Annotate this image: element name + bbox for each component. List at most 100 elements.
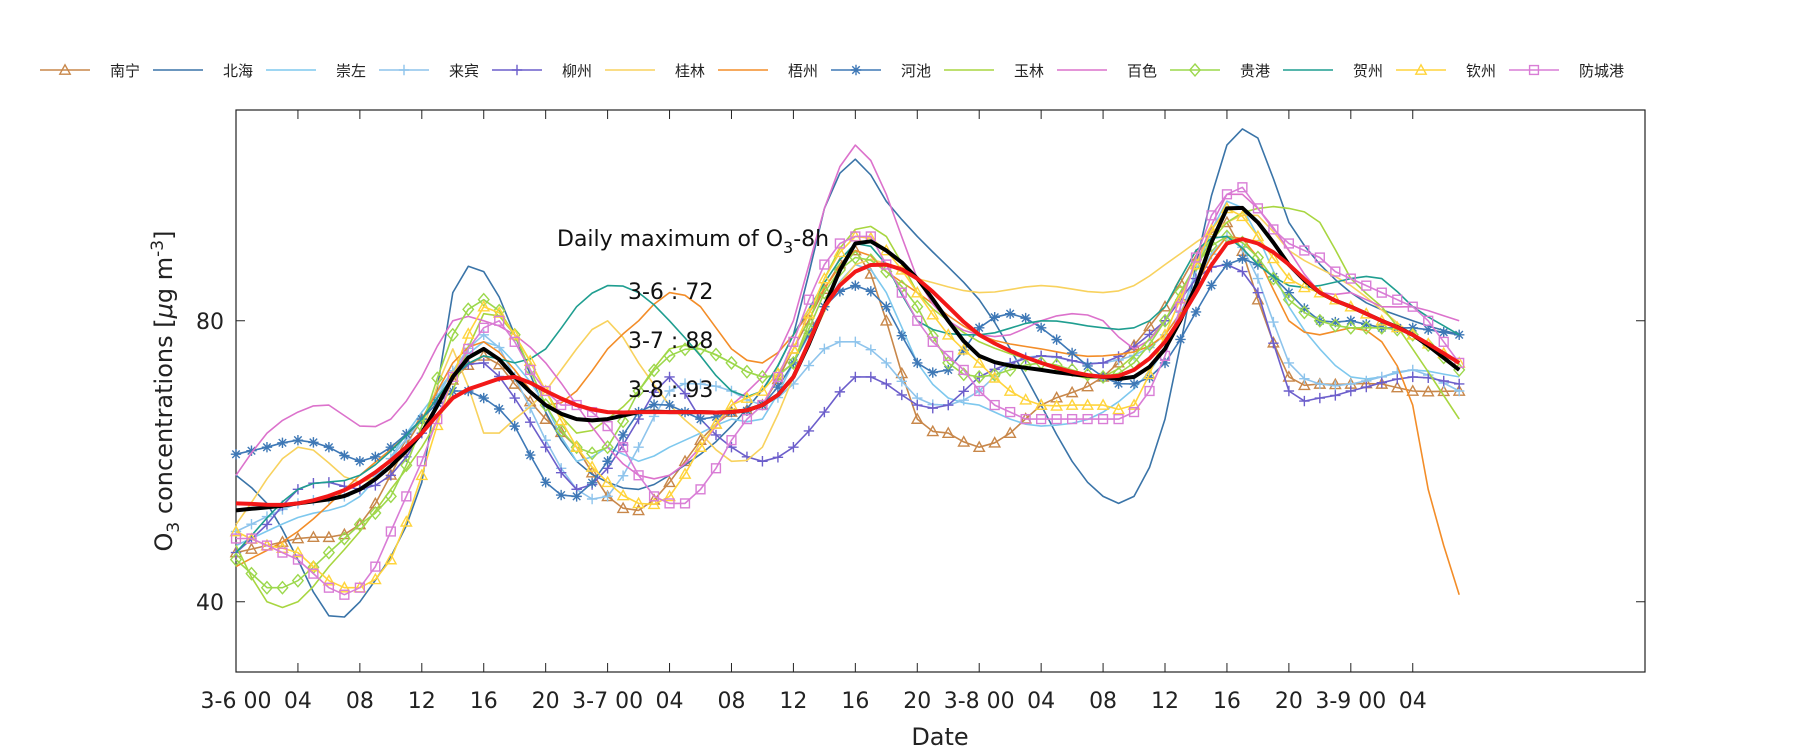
data-point xyxy=(1003,384,1017,396)
data-point xyxy=(834,238,845,249)
x-tick-label: 12 xyxy=(1151,689,1179,714)
data-point xyxy=(1237,182,1248,193)
data-point xyxy=(353,517,367,530)
data-point xyxy=(261,442,273,453)
data-point xyxy=(1019,358,1032,373)
data-point xyxy=(973,369,986,384)
data-point xyxy=(401,491,412,502)
data-point xyxy=(1237,242,1248,253)
data-point xyxy=(508,328,522,340)
data-point xyxy=(678,342,692,357)
data-point xyxy=(972,440,986,453)
data-point xyxy=(819,343,830,355)
data-point xyxy=(415,468,429,481)
data-point xyxy=(1345,273,1356,284)
data-point xyxy=(524,449,536,461)
series-line xyxy=(235,235,1460,554)
data-point xyxy=(616,501,630,514)
data-point xyxy=(726,435,737,446)
data-point xyxy=(694,433,707,446)
series-line xyxy=(235,237,1461,507)
data-point xyxy=(494,315,505,326)
data-point xyxy=(322,574,336,586)
data-point xyxy=(602,421,613,432)
legend-item: 柳州 xyxy=(492,62,592,80)
data-point xyxy=(1361,280,1372,291)
data-point xyxy=(756,369,769,384)
data-point xyxy=(322,545,336,560)
data-point xyxy=(524,402,536,414)
data-point xyxy=(709,347,723,362)
data-point xyxy=(354,456,366,467)
data-point xyxy=(1298,305,1311,320)
data-point xyxy=(1361,319,1372,330)
data-point xyxy=(1376,287,1387,298)
y-tick-label: 40 xyxy=(196,591,224,616)
data-point xyxy=(555,467,567,478)
data-point xyxy=(261,519,273,530)
anno-title-end: -8h xyxy=(793,227,829,252)
annotation-title: Daily maximum of O3-8h xyxy=(557,227,829,257)
data-point xyxy=(865,344,877,355)
data-point xyxy=(370,451,381,463)
data-point xyxy=(524,416,536,428)
data-point xyxy=(1329,318,1342,333)
data-point xyxy=(958,386,969,397)
data-point xyxy=(881,357,892,369)
legend-label: 来宾 xyxy=(449,62,479,80)
data-point xyxy=(849,250,862,265)
data-point xyxy=(1314,252,1325,263)
data-point xyxy=(1112,402,1125,415)
data-point xyxy=(339,589,350,600)
data-point xyxy=(788,442,799,453)
data-point xyxy=(957,367,970,382)
data-point xyxy=(896,287,907,298)
data-point xyxy=(1406,384,1420,396)
data-point xyxy=(385,470,397,481)
data-point xyxy=(632,503,645,516)
data-point xyxy=(339,450,350,461)
data-point xyxy=(246,445,257,456)
data-point xyxy=(740,364,754,379)
data-point xyxy=(957,343,971,355)
x-tick-label: 12 xyxy=(779,689,807,714)
data-point xyxy=(1005,406,1016,418)
data-point xyxy=(926,424,940,437)
data-point xyxy=(958,364,969,376)
data-point xyxy=(912,315,923,326)
data-point xyxy=(477,292,490,307)
data-point xyxy=(1237,253,1248,264)
data-point xyxy=(277,547,288,558)
data-point xyxy=(803,425,815,437)
data-point xyxy=(416,456,427,467)
data-point xyxy=(1423,315,1434,326)
data-point xyxy=(1206,280,1217,291)
data-point xyxy=(663,475,676,488)
data-point xyxy=(1297,378,1311,391)
data-point xyxy=(911,299,924,314)
x-tick-label: 04 xyxy=(1027,689,1055,714)
data-point xyxy=(664,498,675,509)
data-point xyxy=(1345,385,1357,397)
data-point xyxy=(322,530,336,543)
data-point xyxy=(1282,292,1296,307)
data-point xyxy=(525,364,536,376)
data-point xyxy=(1392,373,1403,385)
legend-marker xyxy=(1188,62,1202,78)
data-point xyxy=(989,312,1000,323)
data-point xyxy=(1175,334,1186,345)
data-point xyxy=(1454,357,1465,369)
data-point xyxy=(540,477,551,488)
data-point xyxy=(850,336,861,348)
data-point xyxy=(1361,381,1372,393)
data-point xyxy=(819,259,830,270)
data-point xyxy=(1267,251,1280,264)
data-point xyxy=(1282,370,1296,382)
data-point xyxy=(988,367,1001,382)
legend: 南宁 北海 崇左 来宾 柳州 桂林 梧州 河池 玉林 百色 贵港 贺州 钦州 防城港 xyxy=(40,62,1624,80)
data-point xyxy=(601,475,614,488)
data-point xyxy=(509,392,520,404)
data-point xyxy=(478,357,489,369)
series-line xyxy=(235,235,1460,533)
